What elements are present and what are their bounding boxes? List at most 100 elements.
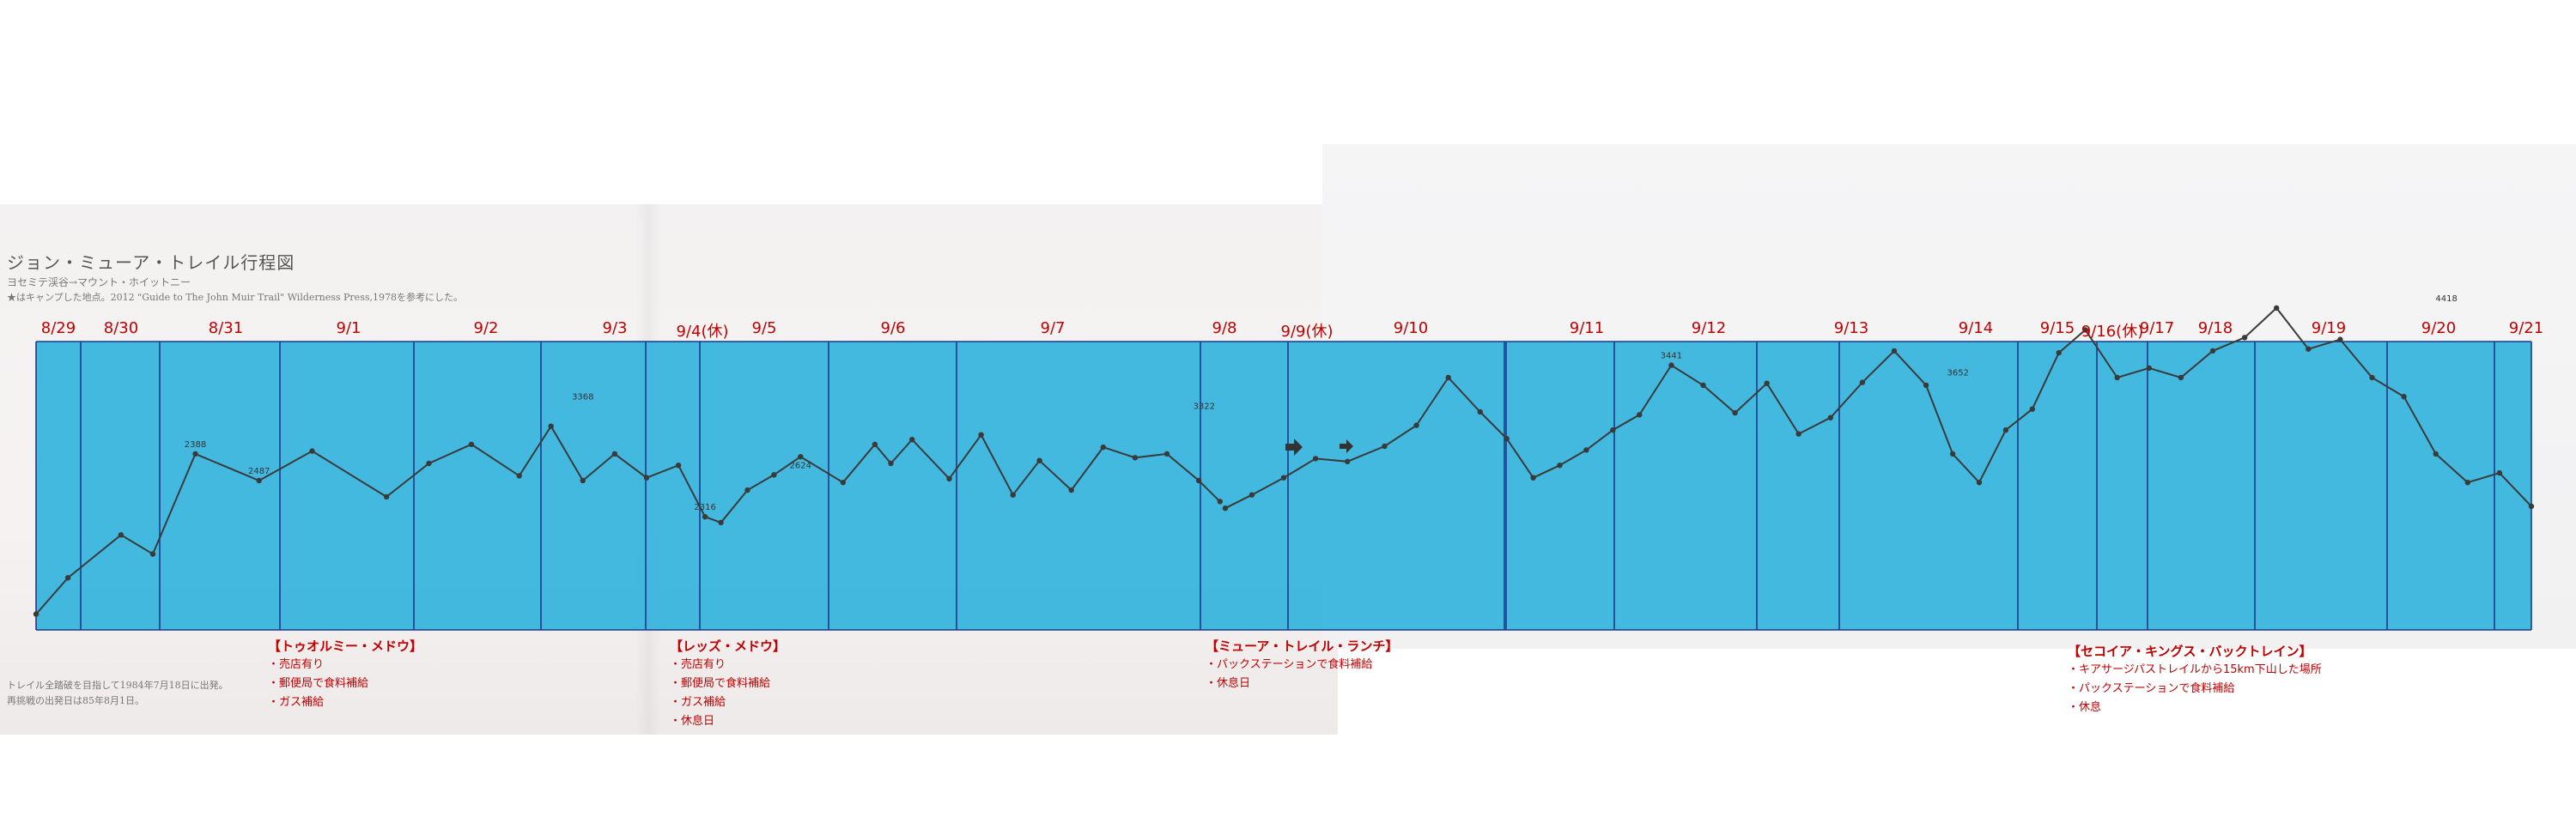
profile-point: [1132, 455, 1139, 461]
profile-point: [1068, 487, 1074, 493]
profile-line-right: [1224, 306, 2532, 510]
day-label: 9/9(休): [1280, 323, 1334, 341]
start-note-line1: トレイル全踏破を目指して1984年7月18日に出発。: [7, 680, 228, 691]
profile-point: [2306, 346, 2312, 352]
resupply-item: ・パックステーションで食料補給: [2068, 682, 2235, 695]
profile-point: [516, 473, 522, 479]
day-label: 8/30: [103, 319, 139, 337]
profile-point: [118, 532, 125, 538]
profile-point: [2433, 451, 2439, 457]
profile-point: [840, 480, 846, 486]
day-label: 9/12: [1691, 319, 1727, 337]
day-label: 9/4(休): [676, 323, 729, 341]
resupply-note: 【レッズ・メドウ】 ・売店有り ・郵便局で食料補給 ・ガス補給 ・休息日: [670, 637, 786, 731]
resupply-item: ・パックステーションで食料補給: [1206, 658, 1373, 671]
resupply-item: ・郵便局で食料補給: [670, 677, 771, 690]
profile-point: [2369, 374, 2375, 381]
profile-point: [1100, 444, 1107, 451]
profile-point: [1583, 447, 1589, 453]
profile-point: [1445, 374, 1451, 381]
elevation-label: 3652: [1947, 368, 1968, 378]
profile-point: [580, 477, 586, 484]
profile-point: [872, 441, 878, 447]
profile-point: [946, 475, 952, 481]
profile-point: [675, 463, 682, 469]
day-label: 9/3: [602, 319, 628, 337]
resupply-title: 【レッズ・メドウ】: [670, 638, 787, 654]
resupply-note: 【トゥオルミー・メドウ】 ・売店有り ・郵便局で食料補給 ・ガス補給: [268, 637, 422, 712]
profile-point: [192, 451, 198, 457]
day-label: 9/10: [1393, 319, 1429, 337]
map-subtitle: ヨセミテ渓谷→マウント・ホイットニー: [7, 276, 191, 288]
profile-point: [548, 423, 554, 429]
profile-point: [383, 493, 390, 500]
profile-point: [1732, 409, 1738, 416]
elevation-label: 2624: [790, 461, 811, 470]
profile-point: [1222, 505, 1229, 511]
profile-point: [2056, 349, 2062, 356]
profile-point: [1700, 382, 1706, 389]
start-note-line2: 再挑戦の出発日は85年8月1日。: [7, 695, 144, 706]
profile-point: [2337, 336, 2343, 342]
resupply-item: ・売店有り: [268, 658, 325, 671]
elevation-label: 4418: [2435, 294, 2457, 304]
profile-point: [2274, 305, 2280, 312]
profile-point: [2114, 374, 2120, 381]
day-label: 9/17: [2139, 319, 2175, 337]
elevation-label: 3441: [1661, 352, 1682, 361]
profile-point: [426, 460, 432, 467]
day-label: 9/20: [2421, 319, 2457, 337]
profile-point: [909, 437, 915, 443]
profile-point: [1036, 457, 1042, 463]
profile-point: [2528, 503, 2535, 510]
continuation-arrow-icon: [1285, 439, 1303, 456]
profile-point: [149, 551, 156, 557]
resupply-title: 【ミューア・トレイル・ランチ】: [1206, 638, 1399, 654]
profile-point: [771, 472, 777, 478]
resupply-title: 【セコイア・キングス・バックトレイン】: [2068, 644, 2312, 659]
profile-point: [1280, 475, 1287, 481]
elevation-label: 2388: [185, 440, 206, 450]
profile-point: [1637, 412, 1643, 418]
resupply-item: ・キアサージパストレイルから15km下山した場所: [2068, 663, 2322, 676]
day-label: 9/21: [2508, 319, 2544, 337]
profile-point: [2178, 374, 2184, 381]
day-label: 9/15: [2039, 319, 2075, 337]
profile-point: [2401, 394, 2407, 400]
day-label: 8/29: [40, 319, 76, 337]
profile-point: [1891, 348, 1898, 354]
resupply-note: 【ミューア・トレイル・ランチ】 ・パックステーションで食料補給 ・休息日: [1206, 637, 1398, 693]
day-label: 9/8: [1212, 319, 1237, 337]
profile-point: [1163, 451, 1170, 457]
profile-point: [1345, 458, 1351, 464]
elevation-label: 2316: [694, 503, 715, 512]
profile-point: [2002, 427, 2009, 433]
profile-point: [888, 460, 894, 467]
profile-point: [2464, 480, 2470, 486]
profile-line-left: [35, 424, 1221, 615]
profile-point: [33, 611, 39, 617]
day-label: 9/13: [1833, 319, 1869, 337]
day-label: 8/31: [208, 319, 244, 337]
map-title: ジョン・ミューア・トレイル行程図: [7, 252, 295, 273]
resupply-item: ・ガス補給: [268, 696, 325, 709]
profile-point: [2082, 327, 2088, 333]
profile-point: [643, 475, 650, 481]
profile-point: [1195, 477, 1202, 484]
resupply-item: ・休息日: [1206, 677, 1251, 690]
profile-point: [1504, 435, 1510, 442]
resupply-item: ・休息日: [670, 715, 715, 728]
profile-point: [744, 487, 750, 493]
day-label: 9/2: [473, 319, 499, 337]
profile-point: [309, 448, 315, 454]
elevation-label: 3322: [1194, 402, 1215, 411]
profile-point: [1530, 475, 1536, 481]
profile-point: [256, 477, 262, 484]
profile-point: [468, 441, 475, 447]
resupply-item: ・ガス補給: [670, 696, 726, 709]
profile-point: [2209, 348, 2216, 354]
day-label: 9/5: [751, 319, 777, 337]
profile-point: [2241, 335, 2248, 341]
day-label: 9/16(休): [2081, 323, 2144, 341]
profile-point: [1557, 463, 1563, 469]
